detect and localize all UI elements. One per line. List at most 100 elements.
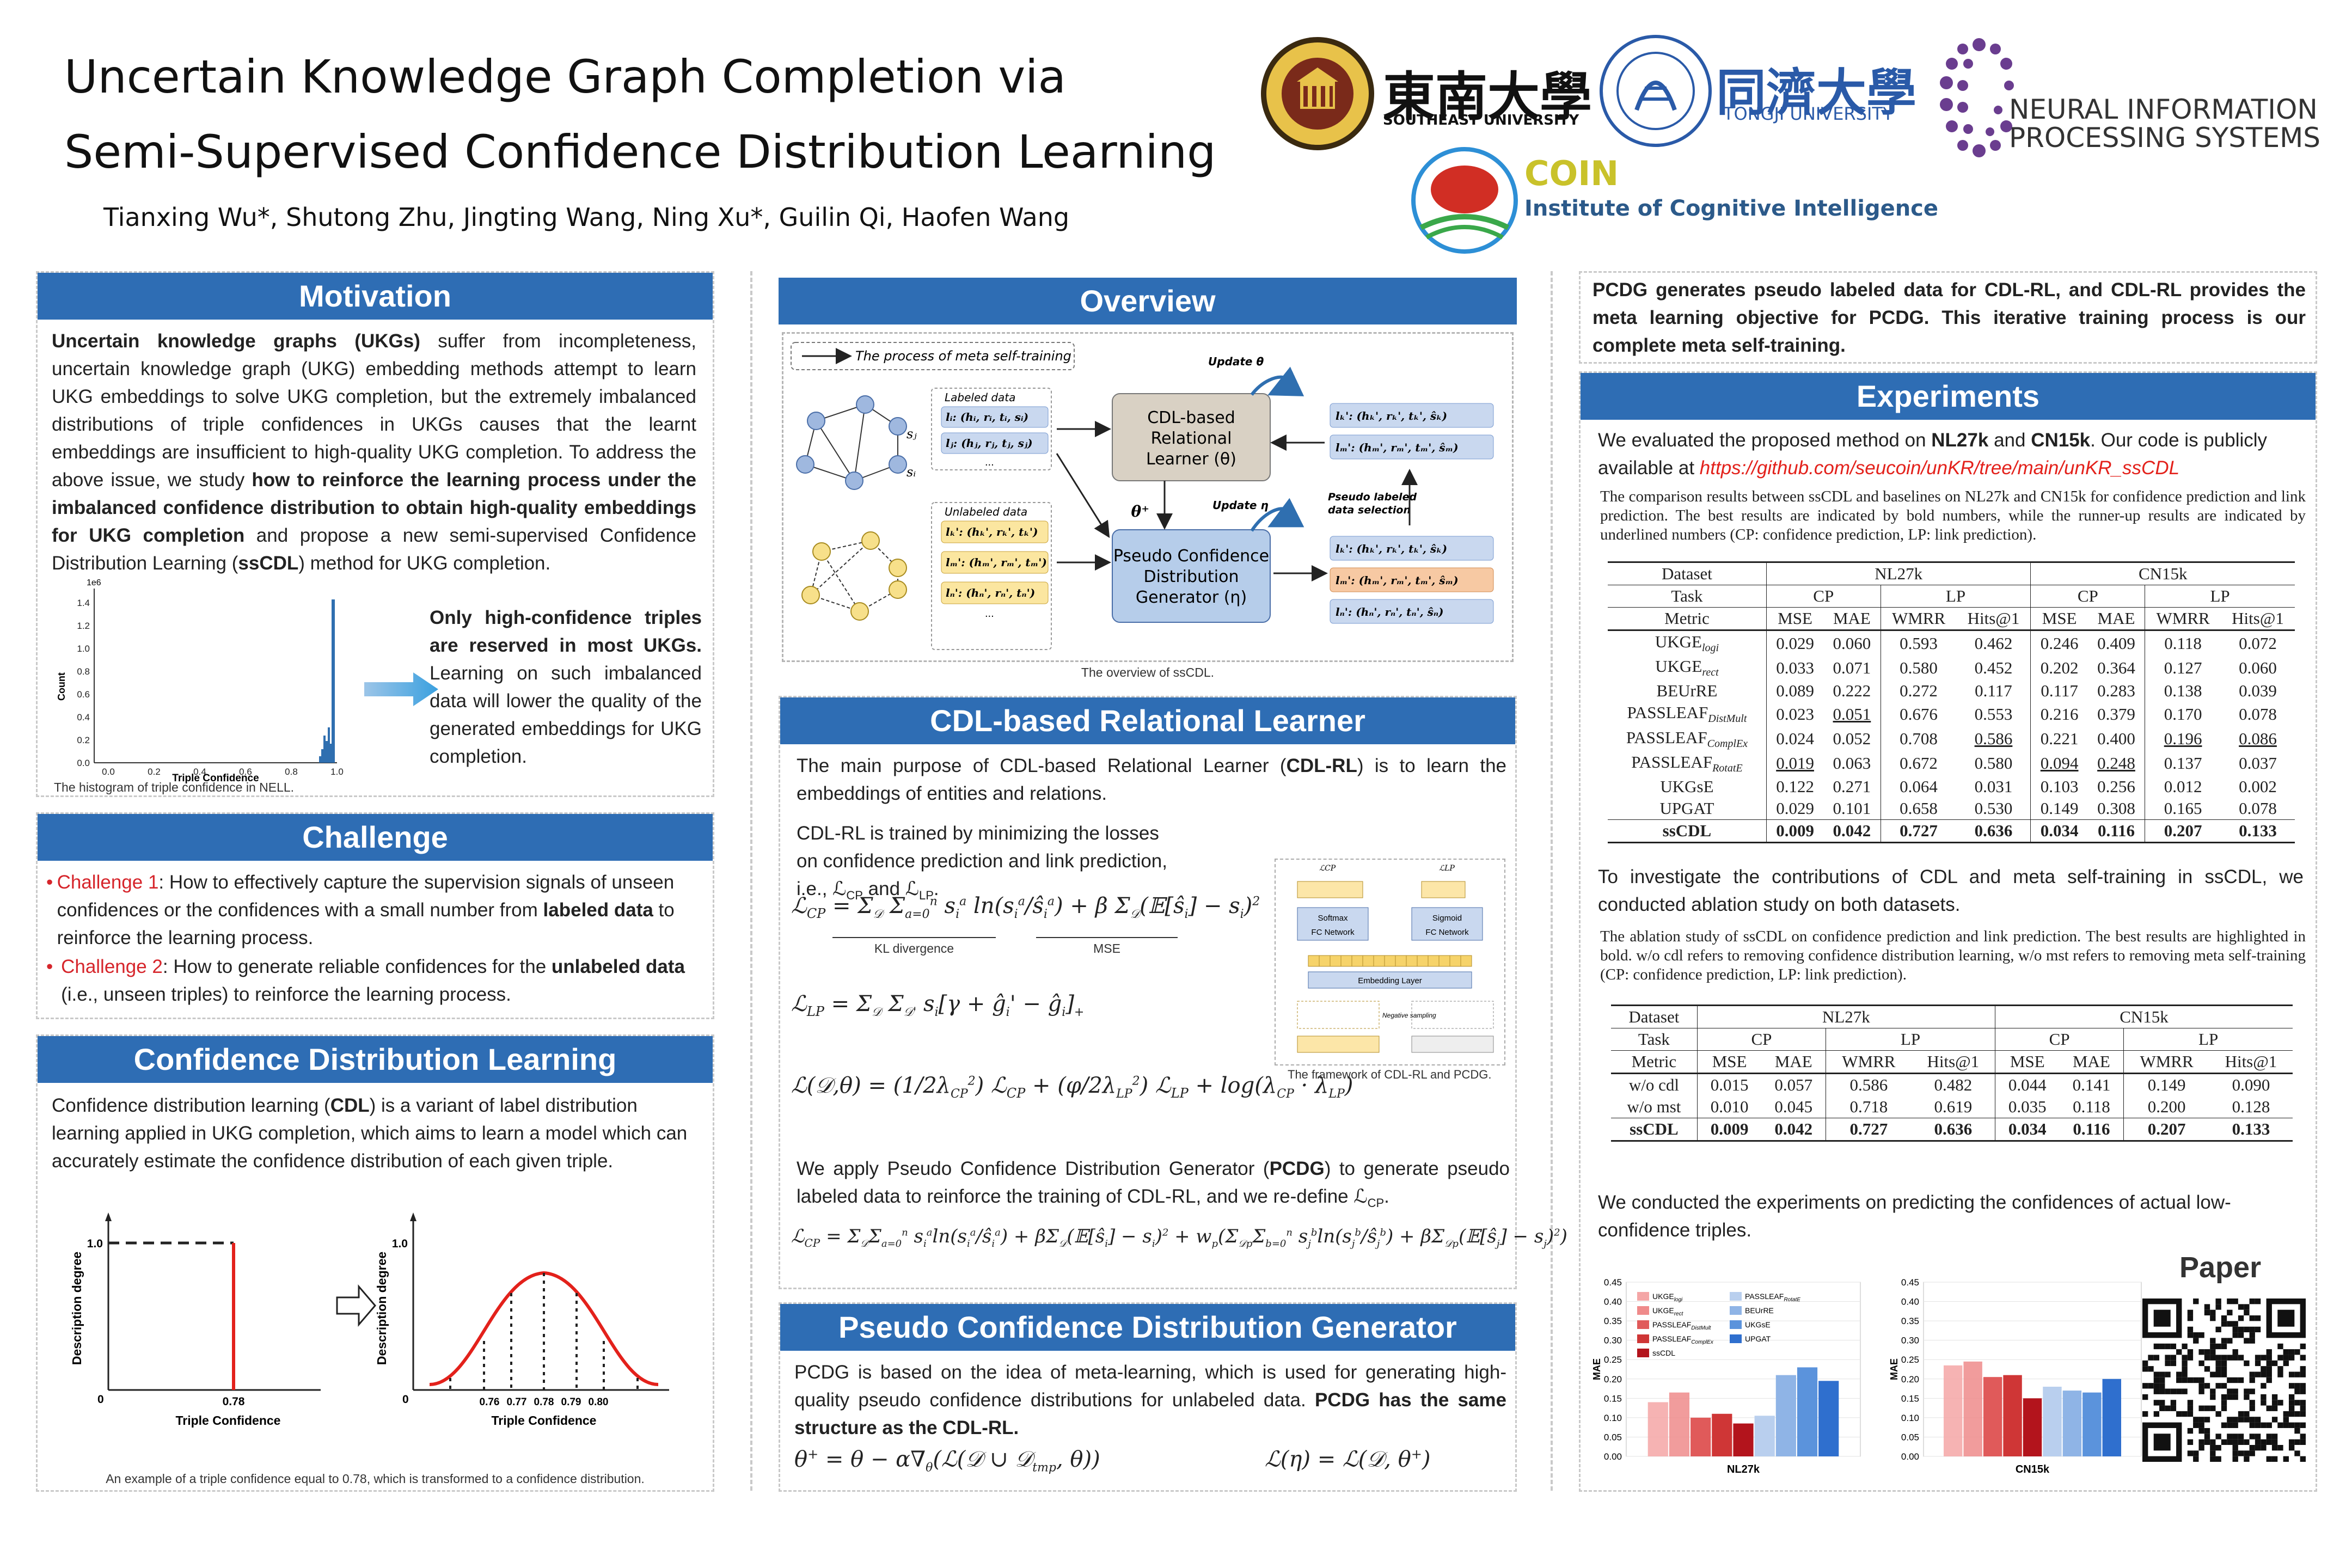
tongji-university-logo	[1598, 34, 1713, 148]
table-cell: 0.530	[1974, 798, 2013, 818]
row-method: UPGAT	[1659, 798, 1714, 818]
table-row: UPGAT 0.029 0.101 0.658 0.530 0.149 0.308 0.165…	[1608, 797, 2295, 820]
row-method: w/o cdl	[1628, 1075, 1679, 1094]
equation-lcp-redefined: ℒCP = Σ𝒟Σa=0n sialn(sia/ŝia) + βΣ𝒟(𝔼[ŝi]…	[791, 1226, 1567, 1250]
ytick-label: 0.25	[1901, 1355, 1919, 1365]
table-cell: 0.400	[2097, 729, 2135, 749]
bar-ukgse	[1797, 1367, 1818, 1456]
meta-self-training-note: PCDG generates pseudo labeled data for C…	[1579, 271, 2317, 364]
svg-text:Embedding Layer: Embedding Layer	[1358, 976, 1422, 985]
svg-text:FC Network: FC Network	[1311, 928, 1355, 937]
legend-swatch	[1730, 1306, 1742, 1315]
bar-passleaf-complex	[2003, 1375, 2022, 1456]
col-task: LP	[1880, 585, 2031, 608]
neurips-text-2: PROCESSING SYSTEMS	[2009, 122, 2321, 154]
col-metric: WMRR	[2123, 1050, 2209, 1074]
table-cell: 0.015	[1696, 1073, 1762, 1096]
bar-upgat	[2102, 1379, 2121, 1456]
col-task: CP	[1994, 1028, 2124, 1051]
svg-text:1.0: 1.0	[392, 1238, 408, 1250]
comparison-table: Dataset NL27k CN15k Task CP LP CP LP Metric MSE MA…	[1608, 561, 2295, 843]
southeast-university-en: SOUTHEAST UNIVERSITY	[1383, 112, 1579, 128]
table-cell: 0.033	[1766, 656, 1824, 681]
table-cell: 0.586	[1826, 1073, 1912, 1096]
svg-text:lₘ': (hₘ', rₘ', tₘ', ŝₘ): lₘ': (hₘ', rₘ', tₘ', ŝₘ)	[1336, 441, 1459, 454]
table-cell: 0.035	[1994, 1096, 2060, 1118]
ytick-label: 0.40	[1604, 1297, 1622, 1307]
overview-heading: Overview	[779, 278, 1517, 324]
ablation-table: Dataset NL27k CN15k Task CP LP CP LP Metric MSE MA…	[1611, 1004, 2293, 1142]
table-cell: 0.246	[2030, 630, 2088, 656]
intro-text: PCDG generates pseudo labeled data for C…	[1592, 279, 2306, 356]
table-cell: 0.271	[1833, 776, 1871, 796]
svg-text:...: ...	[985, 608, 994, 620]
table-cell: 0.037	[2239, 754, 2277, 773]
table-cell: 0.593	[1880, 630, 1957, 656]
hist-ytick: 1.2	[77, 621, 90, 631]
paper-qr-code[interactable]	[2142, 1298, 2306, 1462]
bar-passleaf-rotate	[2043, 1387, 2062, 1456]
ytick-label: 0.35	[1604, 1316, 1622, 1326]
table-row-ours: ssCDL 0.009 0.042 0.727 0.636 0.034 0.116 0.207…	[1611, 1118, 2293, 1142]
overview-caption: The overview of ssCDL.	[1081, 665, 1215, 679]
hist-xtick: 0.8	[285, 767, 298, 777]
col-task: LP	[2145, 585, 2295, 608]
cdl-xtick: 0.76	[480, 1396, 500, 1408]
svg-text:lₖ': (hₖ', rₖ', tₖ'): lₖ': (hₖ', rₖ', tₖ')	[946, 525, 1038, 538]
neurips-logo	[1938, 34, 2020, 170]
table-cell: 0.010	[1696, 1096, 1762, 1118]
legend-entry: BEUrRE	[1745, 1306, 1774, 1315]
table-cell: 0.133	[2221, 819, 2295, 843]
table-cell: 0.009	[1766, 819, 1824, 843]
col-task: CP	[1696, 1028, 1826, 1051]
cdl-example-figure: 1.0 0 0.78 Description degree Triple Con…	[70, 1212, 669, 1428]
table-cell: 0.133	[2209, 1118, 2293, 1142]
coin-subtitle: Institute of Cognitive Intelligence	[1524, 196, 1939, 221]
svg-text:Update η: Update η	[1212, 499, 1269, 512]
table-cell: 0.118	[2145, 630, 2221, 656]
svg-text:Triple Confidence: Triple Confidence	[492, 1413, 597, 1428]
legend-entry: ssCDL	[1652, 1349, 1675, 1357]
table-cell: 0.023	[1766, 702, 1824, 727]
table-cell: 0.149	[2030, 797, 2088, 820]
svg-text:Triple Confidence: Triple Confidence	[172, 773, 259, 784]
challenge-section: Challenge • Challenge 1: How to effective…	[36, 812, 714, 1019]
row-method: UKGErect	[1655, 657, 1719, 679]
svg-text:...: ...	[985, 456, 994, 468]
legend-swatch	[1637, 1334, 1649, 1343]
svg-text:0: 0	[402, 1393, 409, 1406]
ytick-label: 0.05	[1901, 1432, 1919, 1442]
svg-text:Generator (η): Generator (η)	[1136, 588, 1247, 607]
neurips-text-1: NEURAL INFORMATION	[2009, 94, 2318, 125]
table-cell: 0.101	[1833, 798, 1871, 818]
hist-ytick: 0.8	[77, 666, 90, 677]
table-cell: 0.672	[1880, 751, 1957, 776]
bar-ukgse	[2082, 1392, 2102, 1456]
table-cell: 0.636	[1911, 1118, 1995, 1142]
pcdg-section: Pseudo Confidence Distribution Generator…	[779, 1302, 1517, 1492]
experiments-heading: Experiments	[1581, 373, 2316, 420]
cdl-xtick: 0.80	[589, 1396, 609, 1408]
table-cell: 0.553	[1974, 704, 2013, 724]
cdl-rl-text-2: CDL-RL is trained by minimizing the loss…	[797, 823, 1167, 902]
table-cell: 0.137	[2145, 751, 2221, 776]
svg-text:1.0: 1.0	[87, 1238, 103, 1250]
github-link[interactable]: https://github.com/seucoin/unKR/tree/mai…	[1699, 457, 2180, 479]
tongji-university-cn: 同濟大學	[1716, 64, 1917, 122]
table-cell: 0.141	[2072, 1075, 2111, 1094]
motivation-text: Uncertain knowledge graphs (UKGs) suffer…	[52, 330, 696, 574]
table-cell: 0.063	[1833, 754, 1871, 773]
ytick-label: 0.30	[1604, 1336, 1622, 1346]
table-cell: 0.122	[1766, 775, 1824, 798]
bar-passleaf-distmult	[1690, 1417, 1711, 1456]
table-cell: 0.034	[2030, 819, 2088, 843]
table-cell: 0.658	[1880, 797, 1957, 820]
table-cell: 0.057	[1774, 1075, 1813, 1094]
hist-xtick: 0.6	[239, 767, 252, 777]
column-separator-1	[750, 271, 752, 1491]
row-method: ssCDL	[1608, 819, 1767, 843]
col-dataset: Dataset	[1611, 1004, 1698, 1028]
table-cell: 0.024	[1766, 726, 1824, 751]
table-cell: 0.283	[2097, 681, 2135, 701]
equation-eta-loss: ℒ(η) = ℒ(𝒟, θ+)	[1265, 1447, 1431, 1472]
